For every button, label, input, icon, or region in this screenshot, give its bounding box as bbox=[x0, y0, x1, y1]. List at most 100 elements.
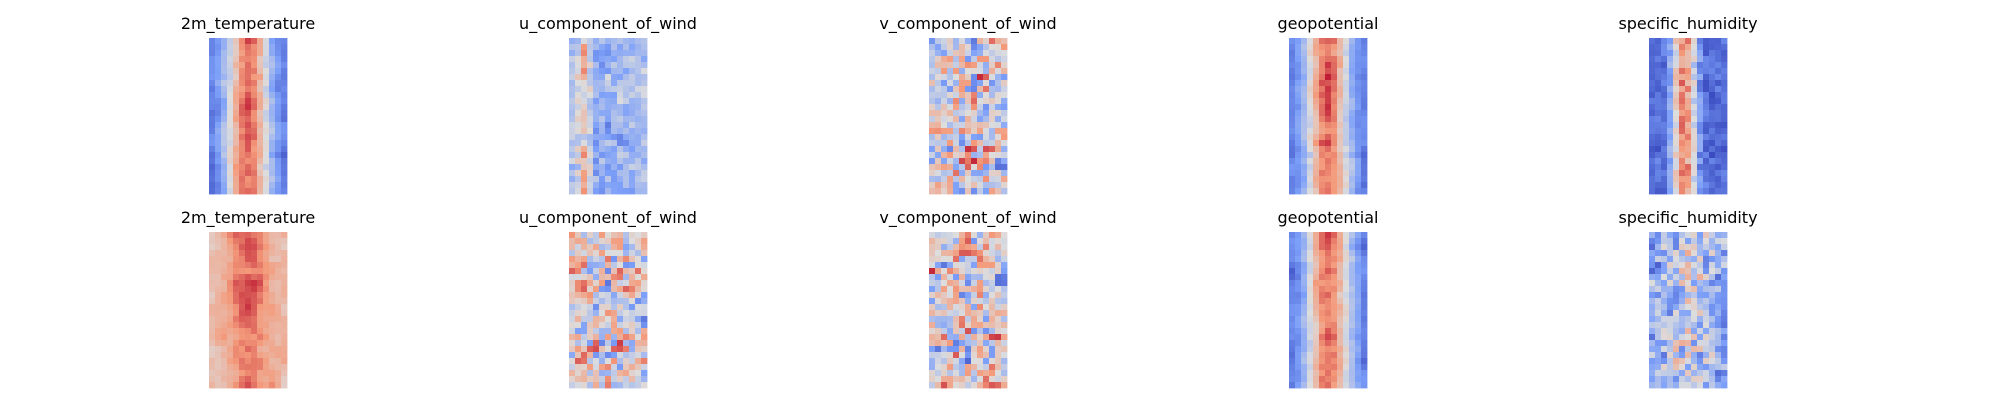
heatmap-cell bbox=[1289, 376, 1296, 383]
heatmap-cell bbox=[605, 370, 612, 377]
heatmap-cell bbox=[1667, 358, 1674, 365]
heatmap-cell bbox=[623, 92, 630, 99]
heatmap-cell bbox=[1691, 262, 1698, 269]
heatmap-cell bbox=[1691, 188, 1698, 195]
heatmap-cell bbox=[233, 122, 240, 129]
heatmap-cell bbox=[1697, 286, 1704, 293]
heatmap-cell bbox=[233, 98, 240, 105]
heatmap-cell bbox=[1349, 322, 1356, 329]
heatmap-cell bbox=[947, 122, 954, 129]
heatmap-cell bbox=[1355, 116, 1362, 123]
heatmap-cell bbox=[989, 68, 996, 75]
heatmap-cell bbox=[611, 274, 618, 281]
heatmap-cell bbox=[971, 74, 978, 81]
heatmap-cell bbox=[983, 382, 990, 389]
heatmap-cell bbox=[629, 292, 636, 299]
heatmap-cell bbox=[1697, 256, 1704, 263]
heatmap-cell bbox=[581, 62, 588, 69]
heatmap-cell bbox=[629, 38, 636, 45]
heatmap-cell bbox=[1685, 164, 1692, 171]
heatmap-cell bbox=[605, 262, 612, 269]
heatmap-cell bbox=[965, 158, 972, 165]
heatmap-cell bbox=[1709, 232, 1716, 239]
heatmap-cell bbox=[929, 256, 936, 263]
heatmap-cell bbox=[959, 376, 966, 383]
heatmap-cell bbox=[935, 80, 942, 87]
heatmap-cell bbox=[1295, 376, 1302, 383]
heatmap-cell bbox=[257, 268, 264, 275]
heatmap-cell bbox=[995, 104, 1002, 111]
heatmap-cell bbox=[941, 304, 948, 311]
heatmap-cell bbox=[251, 128, 258, 135]
heatmap-cell bbox=[1343, 310, 1350, 317]
heatmap-cell bbox=[1325, 176, 1332, 183]
heatmap-cell bbox=[569, 38, 576, 45]
heatmap-cell bbox=[263, 182, 270, 189]
heatmap-cell bbox=[1667, 250, 1674, 257]
heatmap-cell bbox=[1343, 262, 1350, 269]
heatmap-cell bbox=[1289, 158, 1296, 165]
heatmap-cell bbox=[227, 376, 234, 383]
heatmap-cell bbox=[983, 352, 990, 359]
heatmap-cell bbox=[617, 274, 624, 281]
heatmap-cell bbox=[233, 322, 240, 329]
heatmap-cell bbox=[1325, 370, 1332, 377]
heatmap-cell bbox=[971, 50, 978, 57]
heatmap-cell bbox=[263, 274, 270, 281]
heatmap-cell bbox=[971, 286, 978, 293]
heatmap-cell bbox=[581, 340, 588, 347]
heatmap-cell bbox=[1679, 268, 1686, 275]
heatmap-cell bbox=[995, 376, 1002, 383]
heatmap-cell bbox=[1361, 328, 1368, 335]
heatmap-cell bbox=[281, 322, 288, 329]
heatmap-cell bbox=[221, 74, 228, 81]
heatmap-cell bbox=[269, 56, 276, 63]
heatmap-cell bbox=[1337, 382, 1344, 389]
heatmap-cell bbox=[1313, 110, 1320, 117]
heatmap-cell bbox=[251, 352, 258, 359]
heatmap-cell bbox=[209, 352, 216, 359]
heatmap-cell bbox=[263, 262, 270, 269]
heatmap-cell bbox=[1289, 176, 1296, 183]
heatmap-cell bbox=[1343, 274, 1350, 281]
heatmap-cell bbox=[581, 310, 588, 317]
heatmap-cell bbox=[1319, 250, 1326, 257]
heatmap-cell bbox=[983, 74, 990, 81]
heatmap-cell bbox=[965, 238, 972, 245]
heatmap-cell bbox=[245, 176, 252, 183]
heatmap-cell bbox=[263, 92, 270, 99]
heatmap-cell bbox=[1295, 280, 1302, 287]
heatmap-cell bbox=[1355, 164, 1362, 171]
heatmap-cell bbox=[569, 364, 576, 371]
heatmap-cell bbox=[1655, 182, 1662, 189]
heatmap-cell bbox=[251, 62, 258, 69]
heatmap-cell bbox=[575, 232, 582, 239]
heatmap-cell bbox=[611, 244, 618, 251]
heatmap-cell bbox=[269, 274, 276, 281]
heatmap-cell bbox=[1325, 50, 1332, 57]
heatmap-cell bbox=[1667, 98, 1674, 105]
heatmap-cell bbox=[227, 182, 234, 189]
heatmap-cell bbox=[1349, 92, 1356, 99]
heatmap-cell bbox=[1697, 116, 1704, 123]
heatmap-cell bbox=[929, 340, 936, 347]
heatmap-cell bbox=[1325, 358, 1332, 365]
heatmap-cell bbox=[263, 38, 270, 45]
heatmap-cell bbox=[581, 262, 588, 269]
heatmap-cell bbox=[1337, 146, 1344, 153]
heatmap-cell bbox=[1673, 352, 1680, 359]
heatmap-cell bbox=[1325, 334, 1332, 341]
heatmap-cell bbox=[1343, 134, 1350, 141]
heatmap-cell bbox=[593, 152, 600, 159]
heatmap-cell bbox=[1649, 146, 1656, 153]
heatmap-cell bbox=[1295, 310, 1302, 317]
heatmap-cell bbox=[257, 62, 264, 69]
heatmap-cell bbox=[1667, 86, 1674, 93]
heatmap-cell bbox=[1655, 92, 1662, 99]
heatmap-cell bbox=[1001, 250, 1008, 257]
heatmap-cell bbox=[1685, 274, 1692, 281]
heatmap-cell bbox=[1355, 328, 1362, 335]
heatmap-cell bbox=[1649, 44, 1656, 51]
heatmap-cell bbox=[617, 170, 624, 177]
heatmap-cell bbox=[1289, 116, 1296, 123]
